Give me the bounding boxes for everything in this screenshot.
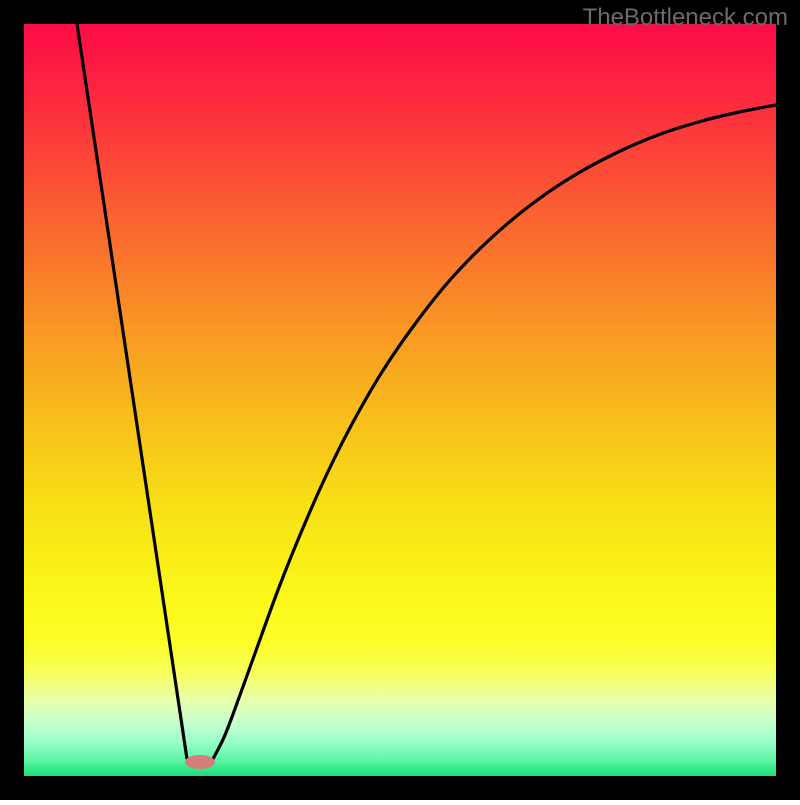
chart-container: TheBottleneck.com <box>0 0 800 800</box>
watermark-text: TheBottleneck.com <box>583 4 788 32</box>
chart-background <box>24 24 776 776</box>
minimum-marker <box>185 755 215 769</box>
bottleneck-chart <box>0 0 800 800</box>
